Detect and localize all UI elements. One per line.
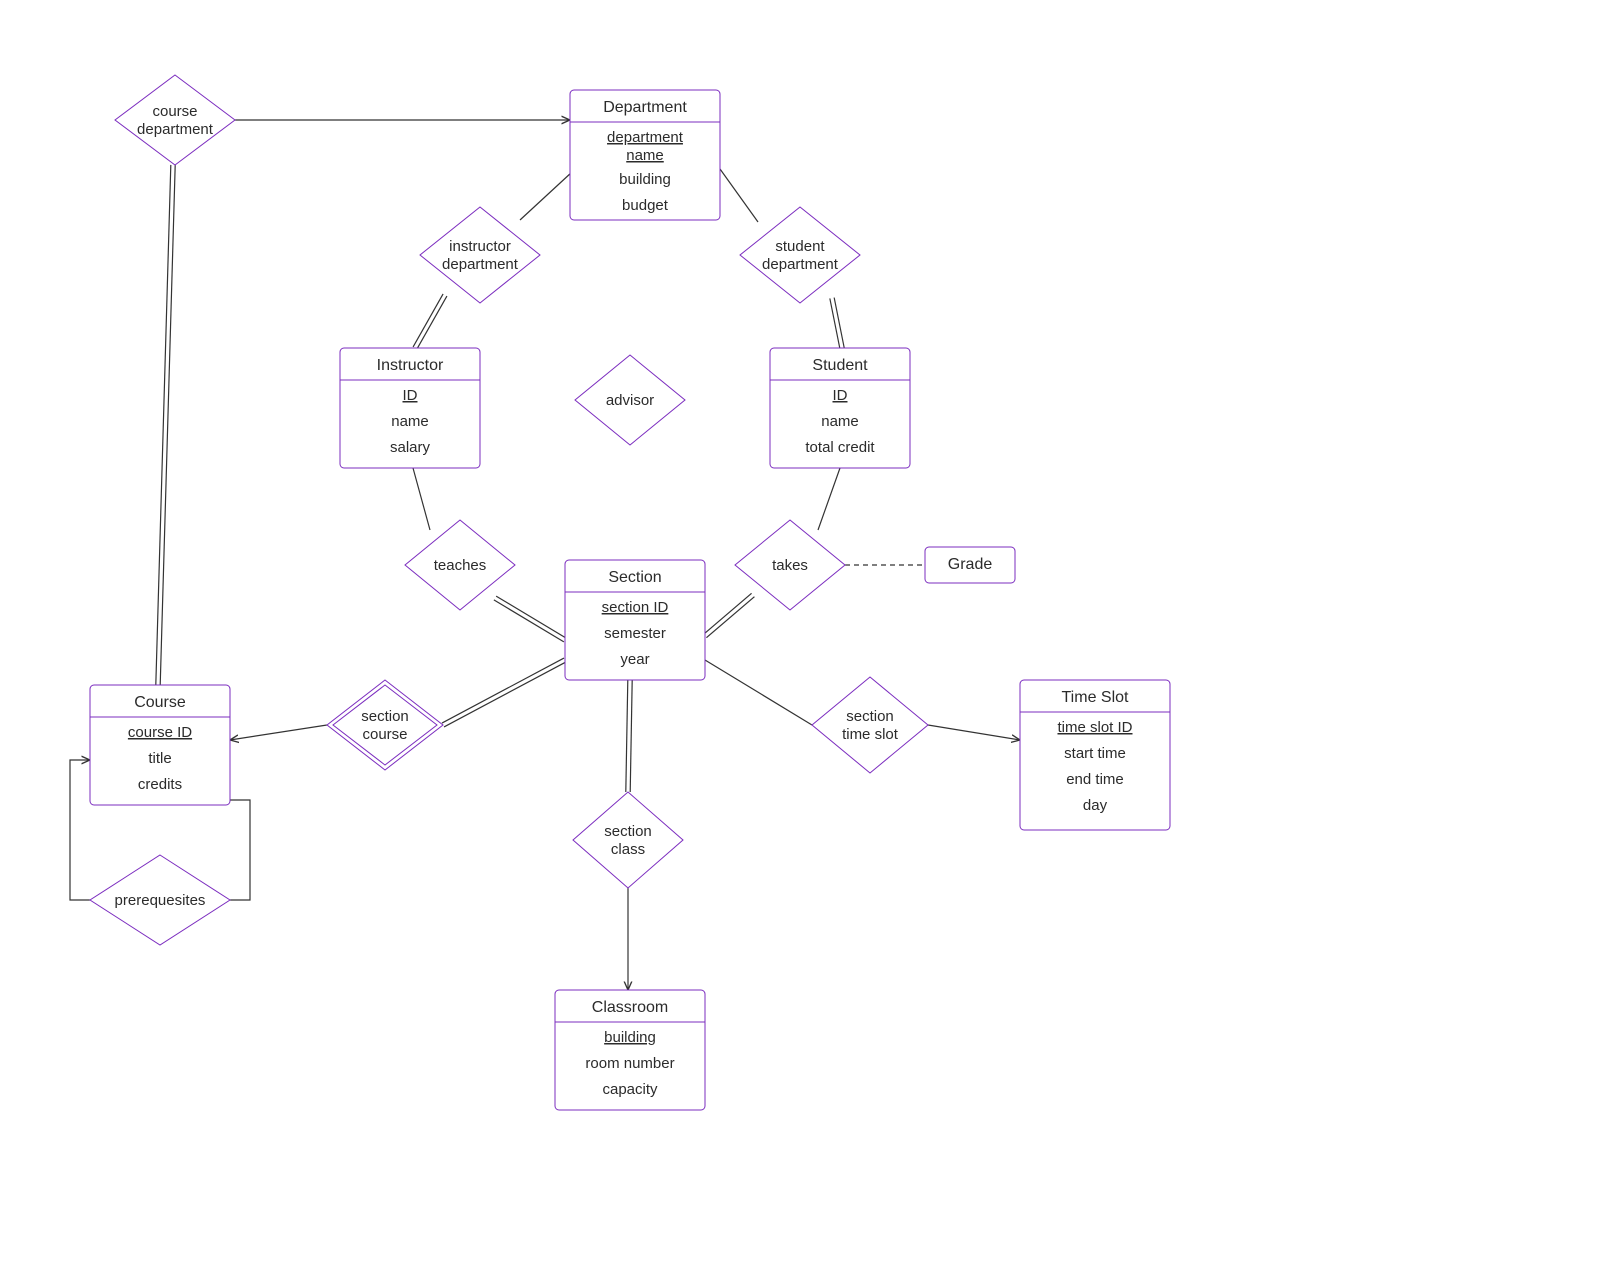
entity-title: Student <box>812 357 868 374</box>
edge <box>630 680 632 792</box>
entity-instructor: Instructor ID name salary <box>340 348 480 468</box>
entity-title: Section <box>608 569 661 586</box>
entity-title: Course <box>134 694 186 711</box>
relationship-label: advisor <box>606 392 654 409</box>
entity-title: Instructor <box>377 357 444 374</box>
edge <box>705 660 812 725</box>
edge <box>70 760 90 900</box>
edge <box>494 600 564 642</box>
relationship-label: course <box>362 726 407 743</box>
attr: name <box>391 413 429 430</box>
edge <box>928 725 1020 740</box>
relationship-label: instructor <box>449 238 511 255</box>
edge <box>160 165 175 685</box>
relationship-label: section <box>604 823 652 840</box>
edge <box>442 658 564 723</box>
entity-title: Time Slot <box>1062 689 1130 706</box>
attr: building <box>619 171 671 188</box>
relationship-label: class <box>611 841 645 858</box>
attr: total credit <box>805 439 875 456</box>
relationship-advisor: advisor <box>575 355 685 445</box>
relationship-prerequisites: prerequesites <box>90 855 230 945</box>
relationship-label: section <box>846 708 894 725</box>
relationship-section_course: sectioncourse <box>327 680 443 770</box>
attr: ID <box>403 387 418 404</box>
attr: title <box>148 750 171 767</box>
relationship-label: section <box>361 708 409 725</box>
entity-title: Grade <box>948 556 993 573</box>
relationship-instructor_department: instructordepartment <box>420 207 540 303</box>
edge <box>704 593 752 634</box>
edge <box>444 662 566 727</box>
svg-text:name: name <box>626 147 664 164</box>
entity-department: Department departmentname building budget <box>570 90 720 220</box>
entity-timeslot: Time Slot time slot ID start time end time d… <box>1020 680 1170 830</box>
entity-grade: Grade <box>925 547 1015 583</box>
entity-section: Section section ID semester year <box>565 560 705 680</box>
attr: day <box>1083 797 1108 814</box>
attr: name <box>821 413 859 430</box>
edge <box>830 298 840 348</box>
relationship-section_timeslot: sectiontime slot <box>812 677 928 773</box>
attr: credits <box>138 776 182 793</box>
attr: budget <box>622 197 669 214</box>
relationship-label: takes <box>772 557 808 574</box>
edge <box>230 800 250 900</box>
attr: time slot ID <box>1057 719 1132 736</box>
relationship-label: student <box>775 238 825 255</box>
edge <box>626 680 628 792</box>
edge <box>417 296 447 349</box>
relationship-label: time slot <box>842 726 899 743</box>
attr: semester <box>604 625 666 642</box>
attr: year <box>620 651 649 668</box>
edge <box>834 298 844 348</box>
edge <box>156 165 171 685</box>
relationship-takes: takes <box>735 520 845 610</box>
relationship-label: teaches <box>434 557 487 574</box>
relationship-label: course <box>152 103 197 120</box>
relationship-label: department <box>137 121 214 138</box>
attr: capacity <box>602 1081 658 1098</box>
edge <box>230 725 327 740</box>
attr: course ID <box>128 724 192 741</box>
attr: section ID <box>602 599 669 616</box>
attr: room number <box>585 1055 674 1072</box>
attr: building <box>604 1029 656 1046</box>
attr: ID <box>833 387 848 404</box>
edge <box>413 468 430 530</box>
entity-course: Course course ID title credits <box>90 685 230 805</box>
attr: salary <box>390 439 431 456</box>
edge <box>818 468 840 530</box>
entity-student: Student ID name total credit <box>770 348 910 468</box>
edge <box>496 596 566 638</box>
relationship-course_department: coursedepartment <box>115 75 235 165</box>
entity-title: Classroom <box>592 999 668 1016</box>
relationship-teaches: teaches <box>405 520 515 610</box>
attr: department <box>607 129 684 146</box>
relationship-label: department <box>762 256 839 273</box>
er-diagram: coursedepartmentinstructordepartmentstud… <box>0 0 1600 1280</box>
entity-title: Department <box>603 99 687 116</box>
relationship-label: department <box>442 256 519 273</box>
attr: end time <box>1066 771 1124 788</box>
attr: start time <box>1064 745 1126 762</box>
entity-classroom: Classroom building room number capacity <box>555 990 705 1110</box>
relationship-label: prerequesites <box>115 892 206 909</box>
relationship-section_class: sectionclass <box>573 792 683 888</box>
edge <box>413 294 443 347</box>
edge <box>706 597 754 638</box>
